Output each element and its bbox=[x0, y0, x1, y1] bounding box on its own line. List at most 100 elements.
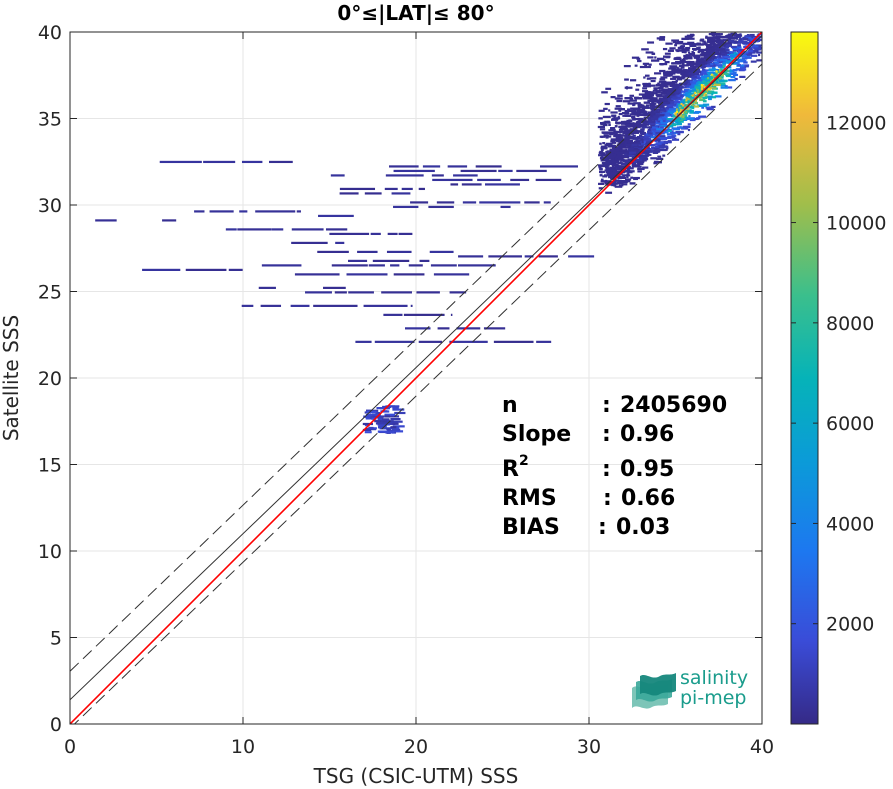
density-cell bbox=[649, 98, 657, 101]
density-cell bbox=[655, 121, 661, 125]
density-cell bbox=[696, 43, 701, 46]
density-cell bbox=[620, 180, 625, 183]
density-cell bbox=[685, 117, 694, 121]
density-cell bbox=[666, 72, 673, 75]
density-cell bbox=[717, 37, 721, 40]
density-cell bbox=[653, 138, 661, 142]
density-cell bbox=[602, 170, 606, 173]
density-cell bbox=[675, 66, 679, 69]
density-cell bbox=[296, 210, 301, 213]
density-cell bbox=[644, 64, 648, 67]
density-cell bbox=[689, 109, 692, 112]
density-cell bbox=[714, 56, 721, 59]
density-cell bbox=[681, 50, 687, 54]
density-cell bbox=[715, 40, 723, 44]
density-cell bbox=[620, 108, 625, 111]
density-cell bbox=[686, 63, 691, 66]
density-cell bbox=[716, 38, 721, 41]
density-cell bbox=[652, 151, 659, 154]
density-cell bbox=[403, 313, 445, 316]
density-cell bbox=[660, 91, 667, 94]
density-cell bbox=[255, 210, 296, 213]
density-cell bbox=[642, 123, 650, 126]
density-cell bbox=[706, 54, 714, 57]
density-cell bbox=[695, 101, 698, 104]
density-cell bbox=[728, 33, 732, 36]
density-cell bbox=[687, 93, 696, 96]
stat-slope-sep: : bbox=[602, 422, 611, 447]
density-cell bbox=[651, 146, 655, 149]
reference-lines bbox=[70, 32, 762, 724]
density-cell bbox=[648, 120, 655, 123]
density-cell bbox=[745, 65, 749, 68]
density-cell bbox=[668, 70, 674, 73]
density-cell bbox=[618, 158, 624, 161]
density-cell bbox=[652, 99, 661, 103]
density-cell bbox=[510, 178, 530, 182]
density-cell bbox=[370, 232, 381, 236]
density-cell bbox=[142, 268, 181, 271]
density-cell bbox=[744, 56, 752, 59]
density-cell bbox=[659, 36, 666, 39]
density-cell bbox=[747, 50, 754, 53]
density-cell bbox=[95, 219, 117, 222]
density-cell bbox=[635, 130, 641, 133]
density-cell bbox=[392, 422, 399, 425]
density-cell bbox=[692, 72, 699, 75]
density-cell bbox=[641, 107, 646, 111]
density-cell bbox=[657, 155, 662, 158]
density-cell bbox=[623, 120, 631, 124]
density-cell bbox=[674, 62, 682, 65]
density-cell bbox=[643, 116, 647, 119]
density-cell bbox=[625, 140, 633, 143]
density-cell bbox=[630, 107, 634, 110]
density-cell bbox=[449, 340, 488, 343]
y-tick-label: 20 bbox=[38, 368, 62, 390]
density-cell bbox=[624, 136, 627, 139]
density-cell bbox=[626, 159, 629, 163]
density-cell bbox=[659, 62, 668, 66]
density-cell bbox=[377, 430, 388, 433]
density-cell bbox=[600, 152, 606, 155]
density-cell bbox=[600, 178, 604, 181]
density-cell bbox=[386, 428, 392, 431]
density-cell bbox=[392, 430, 404, 433]
density-cell bbox=[735, 68, 741, 71]
density-cell bbox=[647, 130, 651, 133]
density-cell bbox=[714, 73, 717, 76]
density-cell bbox=[677, 94, 681, 97]
density-cell bbox=[739, 33, 742, 36]
density-cell bbox=[667, 140, 672, 143]
density-cell bbox=[622, 100, 631, 103]
density-cell bbox=[717, 48, 726, 51]
density-cell bbox=[713, 74, 716, 77]
density-cell bbox=[662, 102, 671, 105]
density-cell bbox=[699, 73, 704, 76]
density-cell bbox=[611, 157, 617, 160]
density-cell bbox=[710, 64, 717, 67]
density-cell bbox=[637, 136, 640, 139]
density-cell bbox=[699, 96, 702, 99]
density-cell bbox=[675, 130, 684, 134]
density-cell bbox=[730, 57, 734, 60]
density-cell bbox=[612, 170, 616, 173]
density-cell bbox=[539, 165, 578, 168]
density-cell bbox=[610, 132, 614, 136]
density-cell bbox=[671, 95, 677, 98]
density-cell bbox=[691, 47, 700, 51]
density-cell bbox=[613, 135, 617, 138]
density-cell bbox=[449, 291, 467, 294]
density-cell bbox=[391, 192, 411, 195]
density-cell bbox=[611, 141, 617, 144]
density-cell bbox=[717, 77, 720, 80]
density-cell bbox=[393, 169, 435, 173]
density-cell bbox=[661, 143, 666, 146]
density-cell bbox=[671, 138, 680, 141]
density-cell bbox=[598, 109, 605, 112]
density-cell bbox=[617, 94, 623, 97]
density-cell bbox=[647, 41, 655, 44]
density-cell bbox=[670, 95, 674, 98]
density-cell bbox=[375, 422, 387, 425]
density-cell bbox=[698, 115, 707, 118]
density-cell bbox=[601, 91, 608, 94]
